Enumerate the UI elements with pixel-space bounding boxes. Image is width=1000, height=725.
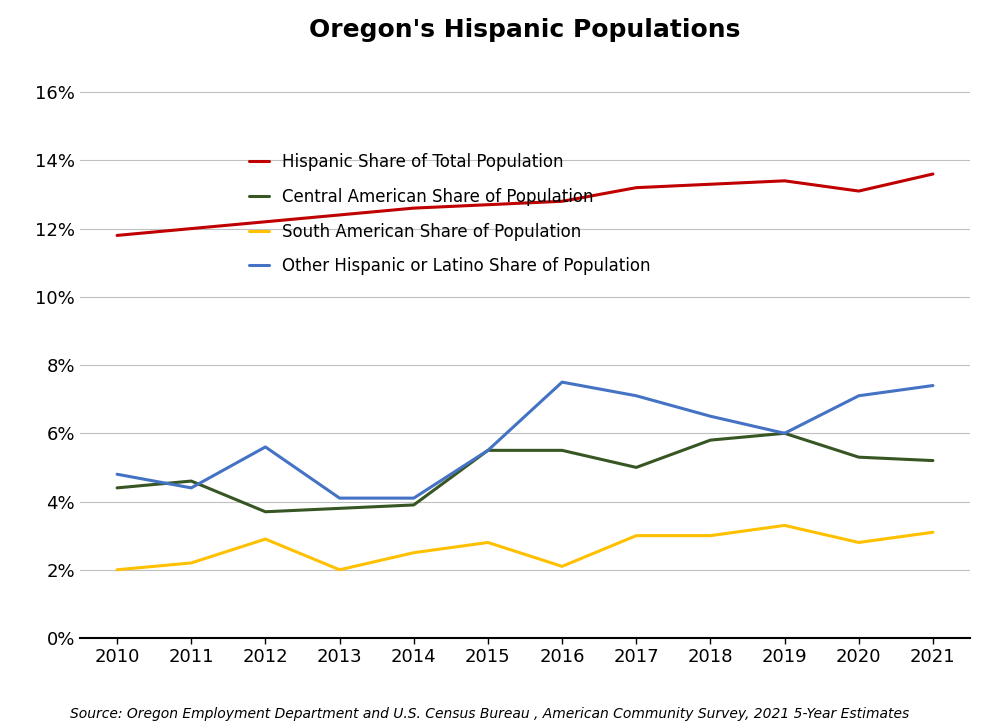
Central American Share of Population — [334, 504, 346, 513]
Other Hispanic or Latino Share of Population — [927, 381, 939, 390]
Hispanic Share of Total Population — [259, 218, 271, 226]
Central American Share of Population — [111, 484, 123, 492]
Other Hispanic or Latino Share of Population — [111, 470, 123, 478]
Hispanic Share of Total Population — [408, 204, 420, 212]
South American Share of Population — [408, 548, 420, 557]
South American Share of Population — [853, 538, 865, 547]
Central American Share of Population — [630, 463, 642, 472]
Central American Share of Population — [927, 456, 939, 465]
Line: Other Hispanic or Latino Share of Population: Other Hispanic or Latino Share of Popula… — [117, 382, 933, 498]
Other Hispanic or Latino Share of Population — [334, 494, 346, 502]
South American Share of Population — [556, 562, 568, 571]
Text: Source: Oregon Employment Department and U.S. Census Bureau , American Community: Source: Oregon Employment Department and… — [70, 708, 909, 721]
South American Share of Population — [259, 535, 271, 544]
South American Share of Population — [334, 566, 346, 574]
Hispanic Share of Total Population — [556, 197, 568, 206]
South American Share of Population — [704, 531, 716, 540]
Central American Share of Population — [185, 477, 197, 486]
Title: Oregon's Hispanic Populations: Oregon's Hispanic Populations — [309, 18, 741, 42]
Hispanic Share of Total Population — [334, 210, 346, 219]
South American Share of Population — [630, 531, 642, 540]
Other Hispanic or Latino Share of Population — [556, 378, 568, 386]
Hispanic Share of Total Population — [853, 187, 865, 196]
Other Hispanic or Latino Share of Population — [408, 494, 420, 502]
Other Hispanic or Latino Share of Population — [185, 484, 197, 492]
Other Hispanic or Latino Share of Population — [779, 429, 791, 438]
Hispanic Share of Total Population — [704, 180, 716, 189]
Hispanic Share of Total Population — [482, 200, 494, 209]
Central American Share of Population — [779, 429, 791, 438]
Other Hispanic or Latino Share of Population — [482, 446, 494, 455]
Hispanic Share of Total Population — [185, 224, 197, 233]
Line: Hispanic Share of Total Population: Hispanic Share of Total Population — [117, 174, 933, 236]
Central American Share of Population — [259, 507, 271, 516]
South American Share of Population — [779, 521, 791, 530]
Hispanic Share of Total Population — [927, 170, 939, 178]
South American Share of Population — [111, 566, 123, 574]
Other Hispanic or Latino Share of Population — [259, 442, 271, 451]
Central American Share of Population — [853, 453, 865, 462]
Central American Share of Population — [482, 446, 494, 455]
Other Hispanic or Latino Share of Population — [853, 392, 865, 400]
South American Share of Population — [185, 558, 197, 567]
Central American Share of Population — [408, 500, 420, 509]
Central American Share of Population — [556, 446, 568, 455]
Other Hispanic or Latino Share of Population — [630, 392, 642, 400]
Other Hispanic or Latino Share of Population — [704, 412, 716, 420]
Line: Central American Share of Population: Central American Share of Population — [117, 434, 933, 512]
Central American Share of Population — [704, 436, 716, 444]
Hispanic Share of Total Population — [630, 183, 642, 192]
Legend: Hispanic Share of Total Population, Central American Share of Population, South : Hispanic Share of Total Population, Cent… — [249, 153, 650, 276]
South American Share of Population — [482, 538, 494, 547]
Hispanic Share of Total Population — [779, 176, 791, 185]
Hispanic Share of Total Population — [111, 231, 123, 240]
South American Share of Population — [927, 528, 939, 536]
Line: South American Share of Population: South American Share of Population — [117, 526, 933, 570]
